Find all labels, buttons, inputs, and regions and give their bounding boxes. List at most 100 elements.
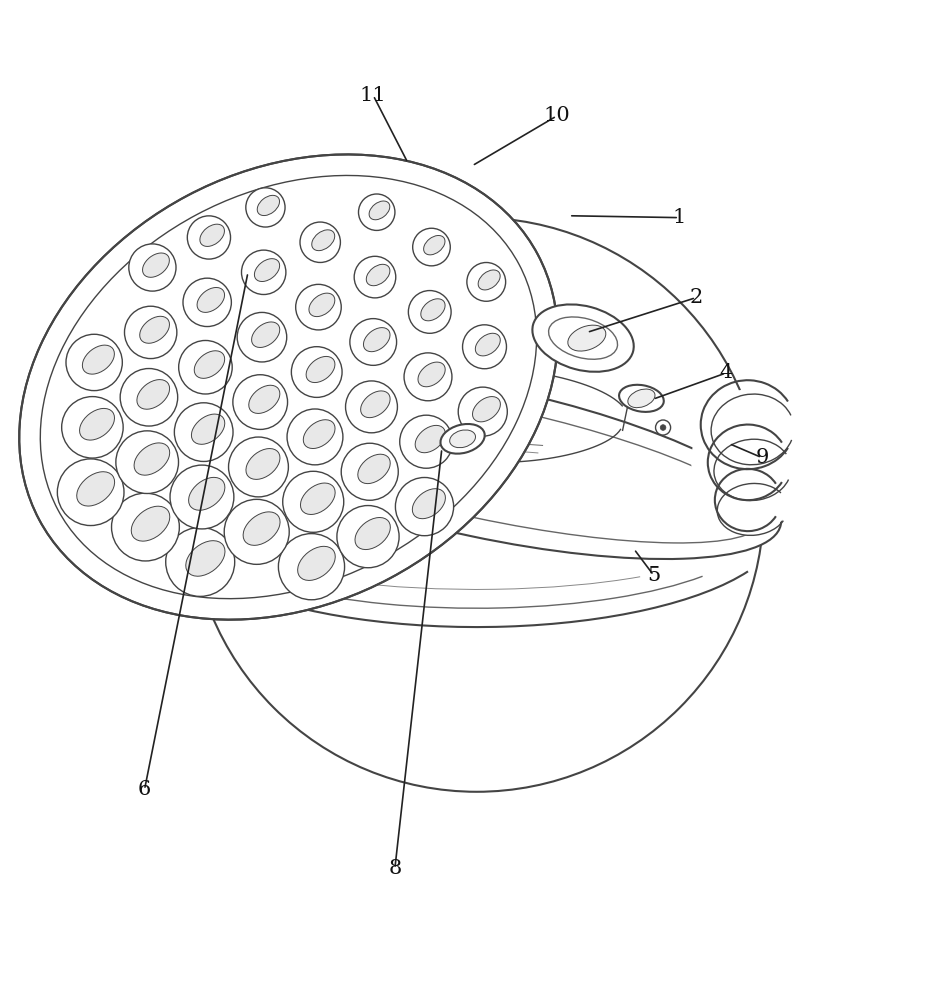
Circle shape bbox=[111, 493, 179, 561]
Text: 5: 5 bbox=[647, 566, 660, 585]
Circle shape bbox=[228, 437, 288, 497]
Ellipse shape bbox=[79, 408, 114, 440]
Ellipse shape bbox=[628, 389, 655, 408]
Ellipse shape bbox=[306, 356, 335, 383]
Ellipse shape bbox=[246, 449, 280, 479]
Circle shape bbox=[116, 431, 178, 494]
Circle shape bbox=[292, 347, 342, 397]
Circle shape bbox=[409, 291, 451, 333]
Circle shape bbox=[178, 340, 232, 394]
Circle shape bbox=[66, 334, 123, 391]
Circle shape bbox=[58, 459, 124, 526]
Ellipse shape bbox=[413, 489, 446, 519]
Ellipse shape bbox=[415, 425, 446, 453]
Ellipse shape bbox=[189, 477, 225, 510]
Circle shape bbox=[396, 477, 454, 536]
Text: 8: 8 bbox=[388, 859, 401, 878]
Ellipse shape bbox=[131, 506, 170, 541]
Ellipse shape bbox=[134, 443, 170, 475]
Ellipse shape bbox=[532, 304, 633, 372]
Ellipse shape bbox=[297, 546, 335, 580]
Circle shape bbox=[187, 216, 230, 259]
Ellipse shape bbox=[691, 389, 804, 535]
Ellipse shape bbox=[424, 235, 445, 255]
Ellipse shape bbox=[355, 518, 390, 550]
Text: 4: 4 bbox=[719, 363, 733, 382]
Ellipse shape bbox=[363, 328, 390, 352]
Ellipse shape bbox=[82, 345, 114, 374]
Ellipse shape bbox=[257, 195, 279, 216]
Circle shape bbox=[278, 534, 345, 600]
Circle shape bbox=[282, 471, 344, 532]
Ellipse shape bbox=[76, 472, 114, 506]
Circle shape bbox=[300, 222, 341, 262]
Ellipse shape bbox=[312, 230, 335, 251]
Circle shape bbox=[190, 218, 764, 792]
Circle shape bbox=[295, 284, 341, 330]
Ellipse shape bbox=[252, 322, 279, 347]
Ellipse shape bbox=[249, 385, 279, 413]
Text: 11: 11 bbox=[360, 86, 386, 105]
Ellipse shape bbox=[255, 259, 279, 282]
Ellipse shape bbox=[19, 154, 558, 620]
Circle shape bbox=[225, 499, 289, 564]
Circle shape bbox=[170, 465, 234, 529]
Circle shape bbox=[467, 263, 506, 301]
Circle shape bbox=[458, 387, 507, 436]
Ellipse shape bbox=[361, 391, 390, 418]
Circle shape bbox=[350, 319, 396, 365]
Circle shape bbox=[166, 527, 235, 596]
Ellipse shape bbox=[143, 253, 169, 277]
Circle shape bbox=[242, 250, 286, 294]
Ellipse shape bbox=[140, 316, 170, 343]
Circle shape bbox=[655, 420, 670, 435]
Circle shape bbox=[399, 415, 453, 468]
Ellipse shape bbox=[197, 287, 225, 312]
Circle shape bbox=[287, 409, 343, 465]
Ellipse shape bbox=[300, 483, 335, 514]
Text: 6: 6 bbox=[138, 780, 151, 799]
Ellipse shape bbox=[421, 299, 445, 321]
Ellipse shape bbox=[309, 293, 335, 317]
Ellipse shape bbox=[568, 325, 606, 351]
Ellipse shape bbox=[366, 264, 390, 286]
Circle shape bbox=[359, 194, 395, 230]
Circle shape bbox=[61, 397, 123, 458]
Text: 2: 2 bbox=[689, 288, 702, 307]
Circle shape bbox=[237, 312, 287, 362]
Circle shape bbox=[128, 244, 176, 291]
Ellipse shape bbox=[303, 420, 335, 449]
Circle shape bbox=[175, 403, 233, 461]
Ellipse shape bbox=[369, 201, 390, 220]
Circle shape bbox=[337, 506, 399, 568]
Ellipse shape bbox=[476, 333, 500, 356]
Circle shape bbox=[183, 278, 231, 327]
Ellipse shape bbox=[619, 385, 664, 412]
Text: 1: 1 bbox=[672, 208, 685, 227]
Circle shape bbox=[233, 375, 288, 429]
Ellipse shape bbox=[137, 380, 170, 409]
Circle shape bbox=[341, 443, 398, 500]
Ellipse shape bbox=[449, 430, 476, 448]
Circle shape bbox=[125, 306, 177, 359]
Circle shape bbox=[660, 425, 666, 430]
Ellipse shape bbox=[479, 270, 500, 290]
Circle shape bbox=[463, 325, 507, 369]
Circle shape bbox=[120, 369, 177, 426]
Circle shape bbox=[354, 256, 396, 298]
Circle shape bbox=[346, 381, 397, 433]
Ellipse shape bbox=[192, 414, 225, 444]
Circle shape bbox=[404, 353, 452, 401]
Ellipse shape bbox=[358, 454, 390, 484]
Ellipse shape bbox=[194, 351, 225, 378]
Ellipse shape bbox=[441, 424, 484, 454]
Circle shape bbox=[245, 188, 285, 227]
Ellipse shape bbox=[418, 362, 446, 387]
Text: 10: 10 bbox=[544, 106, 570, 125]
Ellipse shape bbox=[200, 224, 225, 246]
Ellipse shape bbox=[186, 541, 225, 576]
Ellipse shape bbox=[244, 512, 280, 545]
Text: 9: 9 bbox=[755, 448, 768, 467]
Ellipse shape bbox=[191, 366, 781, 559]
Ellipse shape bbox=[473, 397, 500, 422]
